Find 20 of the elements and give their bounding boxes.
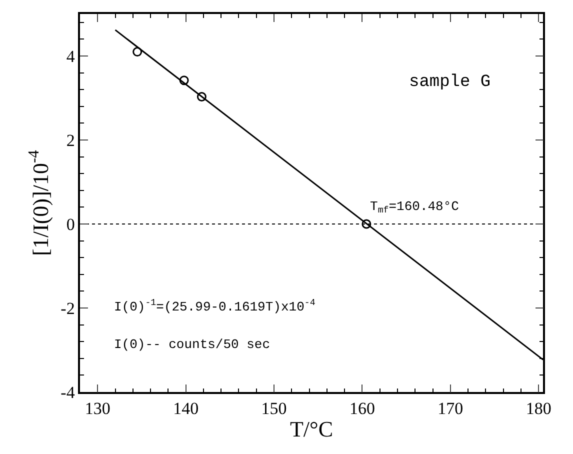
annotation: I(0)-- counts/50 sec	[114, 337, 270, 352]
x-tick-label: 140	[173, 399, 199, 418]
point	[132, 47, 142, 57]
y-tick-label: 4	[66, 46, 76, 66]
point	[362, 219, 372, 229]
x-tick-label: 150	[261, 399, 287, 418]
x-tick-label: 160	[349, 399, 375, 418]
x-tick-label: 180	[526, 399, 552, 418]
x-axis-title: T/°C	[290, 416, 334, 442]
y-tick-label: -2	[60, 298, 75, 318]
x-tick-label: 130	[84, 399, 110, 418]
x-tick-label: 170	[438, 399, 464, 418]
y-tick-label: 2	[66, 130, 75, 150]
annotation: T$_{mf}$=160.48°C	[370, 199, 460, 216]
point	[196, 92, 206, 102]
point	[179, 76, 189, 86]
annotation: sample G	[409, 73, 491, 92]
y-tick-label: 0	[66, 214, 75, 234]
annotation: I(0)$^{-1}$=(25.99-0.1619T)x10$^{-4}$	[114, 297, 316, 314]
y-tick-label: -4	[60, 382, 76, 402]
